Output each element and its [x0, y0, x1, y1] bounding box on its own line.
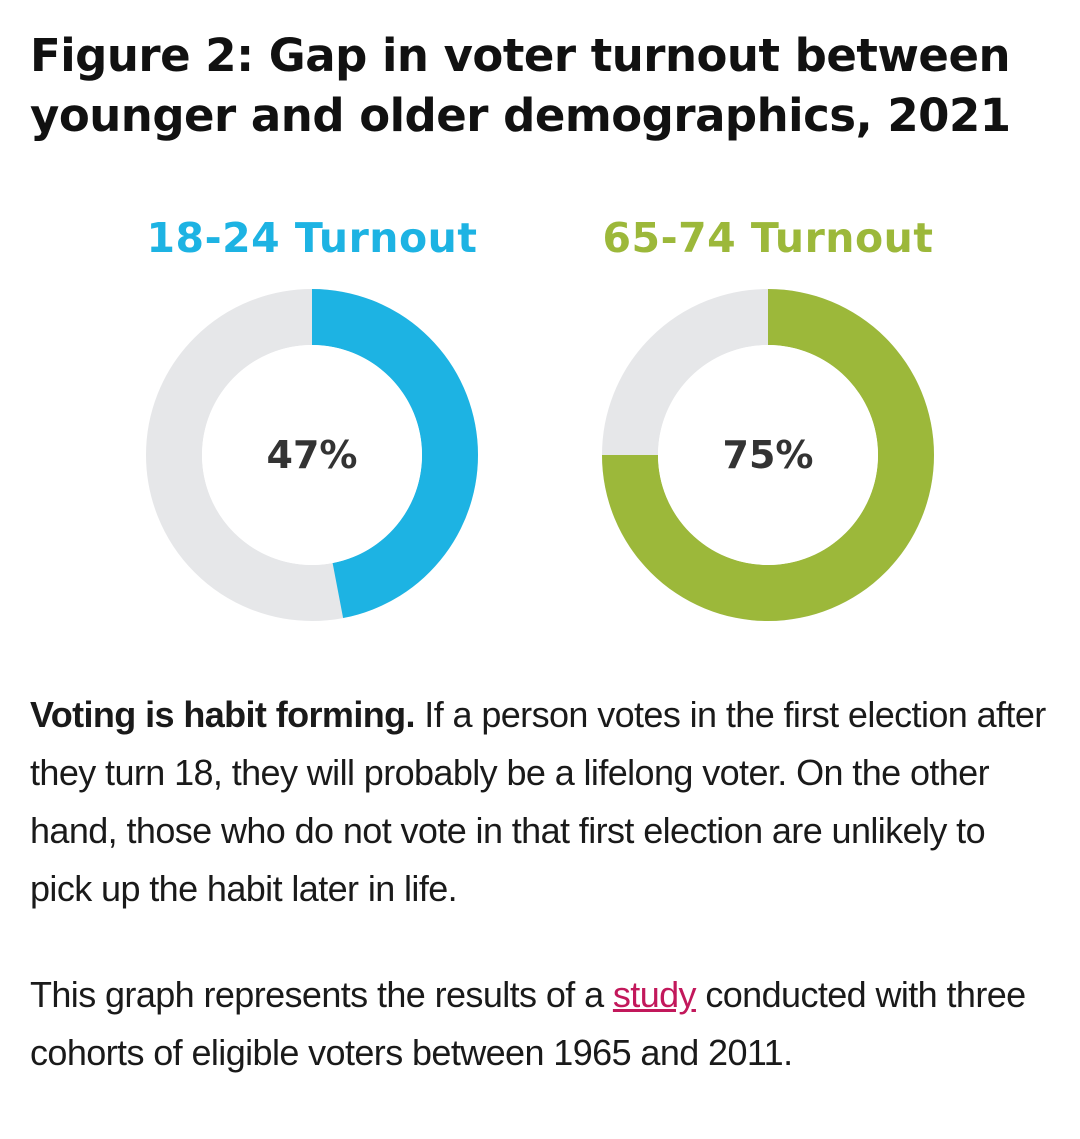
- habit-paragraph-lead: Voting is habit forming.: [30, 694, 416, 735]
- donut-hole-18-24: [202, 345, 422, 565]
- donut-hole-65-74: [658, 345, 878, 565]
- donut-center-label-65-74: 75%: [722, 433, 814, 477]
- habit-paragraph: Voting is habit forming. If a person vot…: [30, 686, 1050, 918]
- study-paragraph: This graph represents the results of a s…: [30, 966, 1050, 1082]
- donut-svg-18-24: [146, 289, 478, 621]
- study-link[interactable]: study: [612, 974, 697, 1015]
- chart-title-65-74: 65-74 Turnout: [602, 214, 934, 262]
- donut-chart-65-74: 75%: [600, 287, 936, 623]
- donut-slice-voted-65-74: [602, 289, 934, 621]
- habit-paragraph-text: If a person votes in the first election …: [30, 694, 1046, 909]
- donut-svg-65-74: [602, 289, 934, 621]
- donut-slice-voted-18-24: [312, 289, 478, 619]
- figure-title: Figure 2: Gap in voter turnout between y…: [30, 29, 1011, 142]
- study-paragraph-after: conducted with three cohorts of eligible…: [30, 974, 1026, 1073]
- donut-center-label-18-24: 47%: [266, 433, 358, 477]
- study-paragraph-before: This graph represents the results of a: [30, 974, 613, 1015]
- chart-title-18-24: 18-24 Turnout: [146, 214, 478, 262]
- donut-chart-18-24: 47%: [144, 287, 480, 623]
